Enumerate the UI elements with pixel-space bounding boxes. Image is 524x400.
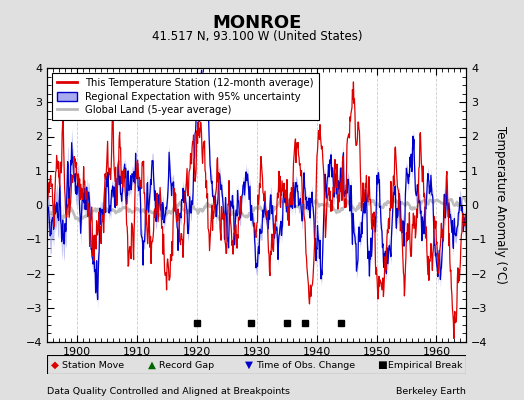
Text: Empirical Break: Empirical Break [388,361,462,370]
Legend: This Temperature Station (12-month average), Regional Expectation with 95% uncer: This Temperature Station (12-month avera… [52,73,319,120]
Y-axis label: Temperature Anomaly (°C): Temperature Anomaly (°C) [494,126,507,284]
Text: Berkeley Earth: Berkeley Earth [397,387,466,396]
Text: ■: ■ [377,360,386,370]
Text: Data Quality Controlled and Aligned at Breakpoints: Data Quality Controlled and Aligned at B… [47,387,290,396]
Text: Record Gap: Record Gap [159,361,214,370]
Text: Time of Obs. Change: Time of Obs. Change [256,361,355,370]
Text: 41.517 N, 93.100 W (United States): 41.517 N, 93.100 W (United States) [151,30,362,43]
Text: MONROE: MONROE [212,14,301,32]
Text: ◆: ◆ [51,360,59,370]
Text: ▲: ▲ [148,360,156,370]
Text: ▼: ▼ [245,360,253,370]
Text: Station Move: Station Move [62,361,124,370]
